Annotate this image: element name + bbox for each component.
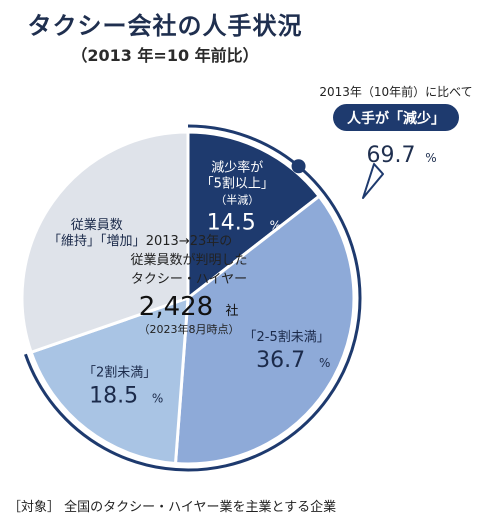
callout-badge-bg	[333, 104, 459, 131]
slice-unit-halved: %	[270, 218, 281, 232]
center-count-unit: 社	[225, 303, 238, 319]
slice-label-halved-1: 減少率が	[211, 159, 263, 175]
footnote: ［対象］ 全国のタクシー・ハイヤー業を主業とする企業	[8, 500, 337, 515]
center-label: 2013→23年の 従業員数が判明した タクシー・ハイヤー 2,428 社 （2…	[130, 234, 247, 336]
chart-title: タクシー会社の人手状況	[27, 12, 303, 40]
pie-slice-maintain	[20, 130, 190, 355]
chart-subtitle: （2013 年=10 年前比）	[71, 46, 259, 65]
slice-value-under20: 18.5	[89, 384, 138, 409]
slice-label-under20-1: 「2割未満」	[83, 365, 156, 381]
slice-unit-under50: %	[319, 356, 330, 370]
slice-value-under50: 36.7	[256, 348, 305, 373]
pie-slice-under50	[173, 194, 356, 466]
center-count: 2,428	[139, 292, 213, 322]
center-line-2: 従業員数が判明した	[130, 252, 247, 268]
callout-badge: 人手が「減少」	[347, 110, 445, 127]
slice-label-maintain-1: 従業員数	[71, 217, 123, 233]
slice-labels: 減少率が「5割以上」（半減） 14.5 % 「2-5割未満」 36.7 % 「2割未満」 18…	[48, 159, 330, 408]
callout: 2013年（10年前）に比べて 人手が「減少」 69.7 %	[319, 84, 473, 199]
slice-label-halved-2: 「5割以上」	[201, 175, 274, 191]
slice-label-under50-1: 「2-5割未満」	[244, 329, 330, 345]
center-line-3: タクシー・ハイヤー	[131, 272, 247, 287]
arc-end-dot	[291, 159, 306, 174]
pie-slices	[20, 130, 356, 466]
callout-pointer	[362, 163, 384, 199]
slice-label-halved-3: （半減）	[215, 192, 259, 206]
slice-unit-under20: %	[152, 392, 163, 406]
callout-unit: %	[425, 151, 436, 165]
callout-header: 2013年（10年前）に比べて	[319, 84, 472, 99]
center-note: （2023年8月時点）	[139, 322, 240, 336]
slice-value-halved: 14.5	[207, 210, 256, 235]
pie-slice-halved	[186, 130, 322, 302]
center-line-1: 2013→23年の	[146, 234, 233, 249]
slice-label-maintain-2: 「維持」「増加」	[48, 234, 146, 249]
